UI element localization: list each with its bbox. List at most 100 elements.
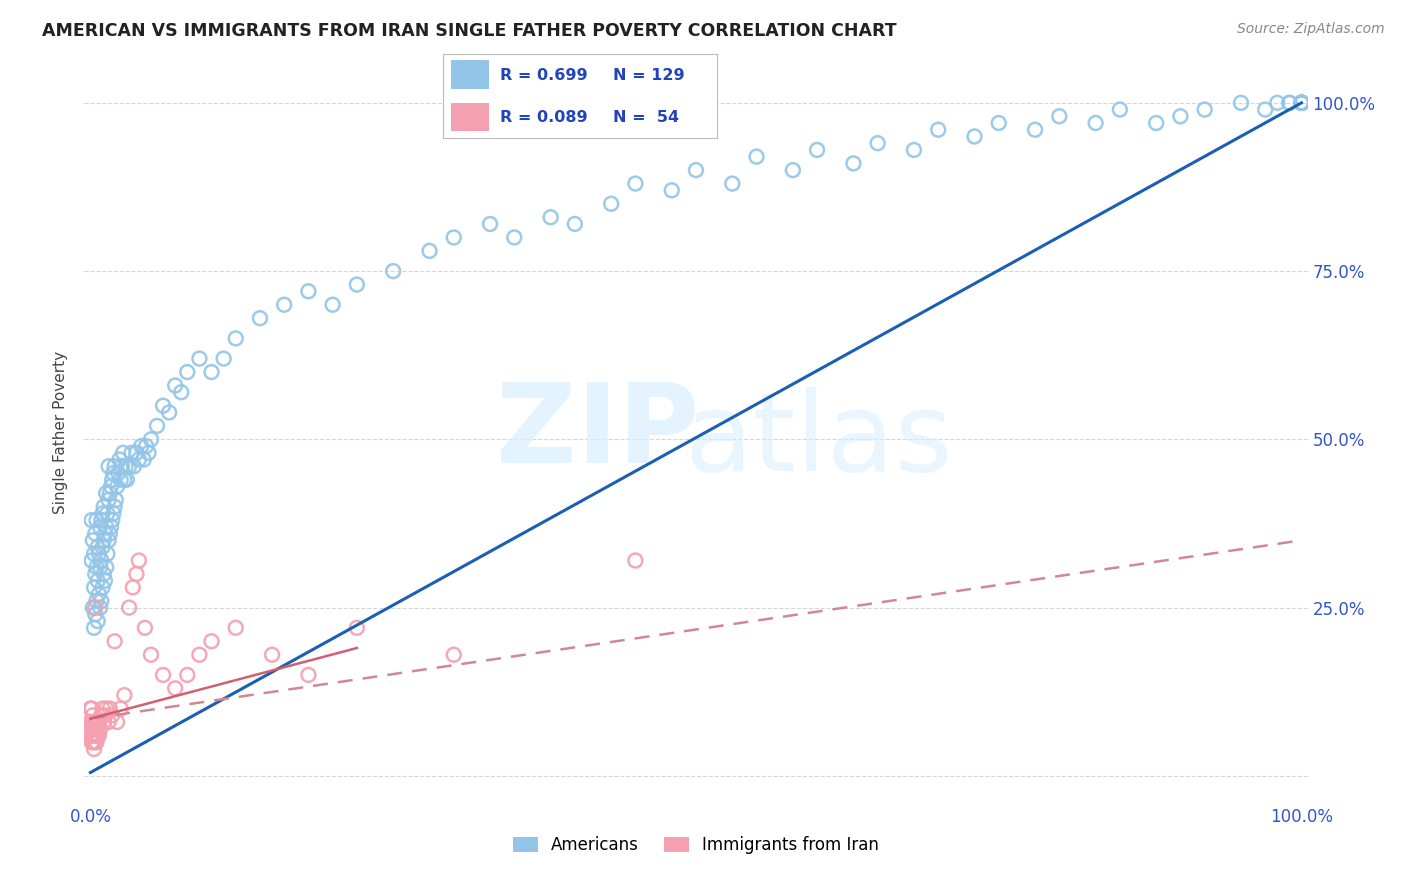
Point [418, 244, 440, 258]
Point [90, 553, 112, 567]
Point [87, 714, 110, 729]
Point [89, 560, 111, 574]
Point [104, 459, 127, 474]
Point [89, 722, 111, 736]
Point [96, 520, 118, 534]
Point [97, 533, 120, 548]
Point [83, 621, 105, 635]
Point [721, 177, 744, 191]
Point [157, 405, 180, 419]
Point [91, 701, 114, 715]
Point [132, 452, 155, 467]
Point [86, 714, 108, 729]
Point [91, 507, 114, 521]
Point [90, 594, 112, 608]
Point [262, 648, 284, 662]
Point [1194, 103, 1216, 117]
Point [903, 143, 925, 157]
Point [1024, 122, 1046, 136]
Point [86, 729, 108, 743]
Point [79, 714, 101, 729]
Point [101, 473, 124, 487]
Point [122, 459, 145, 474]
Point [443, 648, 465, 662]
Point [128, 452, 150, 467]
Point [91, 540, 114, 554]
Point [212, 351, 235, 366]
Point [540, 211, 562, 225]
Point [135, 439, 157, 453]
Point [297, 285, 319, 299]
Point [104, 492, 127, 507]
Point [83, 742, 105, 756]
Point [1291, 95, 1313, 110]
Point [84, 526, 107, 541]
Point [108, 452, 131, 467]
Point [84, 722, 107, 736]
Point [1278, 95, 1301, 110]
Point [139, 648, 162, 662]
Point [176, 668, 198, 682]
Point [200, 634, 222, 648]
Point [661, 183, 683, 197]
Text: N = 129: N = 129 [613, 68, 685, 83]
Point [86, 540, 108, 554]
Point [1291, 95, 1313, 110]
Point [84, 566, 107, 581]
Point [118, 459, 141, 474]
Point [86, 614, 108, 628]
Legend: Americans, Immigrants from Iran: Americans, Immigrants from Iran [506, 830, 886, 861]
Y-axis label: Single Father Poverty: Single Father Poverty [53, 351, 69, 514]
Point [86, 574, 108, 588]
Point [1170, 109, 1192, 123]
Point [139, 433, 162, 447]
Point [90, 708, 112, 723]
Point [96, 486, 118, 500]
Point [111, 459, 134, 474]
Point [125, 446, 148, 460]
Point [105, 479, 128, 493]
Point [564, 217, 586, 231]
Point [1047, 109, 1070, 123]
Point [100, 479, 122, 493]
Point [96, 701, 118, 715]
Point [128, 553, 150, 567]
Point [86, 735, 108, 749]
Point [94, 526, 117, 541]
Point [200, 365, 222, 379]
Point [322, 298, 344, 312]
Point [114, 459, 136, 474]
Point [1291, 95, 1313, 110]
Text: AMERICAN VS IMMIGRANTS FROM IRAN SINGLE FATHER POVERTY CORRELATION CHART: AMERICAN VS IMMIGRANTS FROM IRAN SINGLE … [42, 22, 897, 40]
Point [90, 513, 112, 527]
Point [89, 600, 111, 615]
Point [83, 729, 105, 743]
Point [82, 533, 104, 548]
Point [249, 311, 271, 326]
Point [82, 708, 104, 723]
Point [129, 439, 152, 453]
Point [176, 365, 198, 379]
Point [97, 459, 120, 474]
Point [1291, 95, 1313, 110]
Point [121, 581, 143, 595]
Point [100, 520, 122, 534]
Point [94, 708, 117, 723]
Point [93, 566, 115, 581]
Point [80, 729, 103, 743]
Point [118, 600, 141, 615]
Point [96, 560, 118, 574]
Point [83, 714, 105, 729]
Point [225, 621, 247, 635]
Point [134, 621, 156, 635]
Point [80, 701, 103, 715]
Point [225, 331, 247, 345]
Point [87, 547, 110, 561]
Point [138, 446, 160, 460]
Point [94, 574, 117, 588]
Point [866, 136, 889, 151]
Point [93, 500, 115, 514]
Point [83, 581, 105, 595]
Text: atlas: atlas [685, 386, 952, 493]
Point [112, 688, 135, 702]
